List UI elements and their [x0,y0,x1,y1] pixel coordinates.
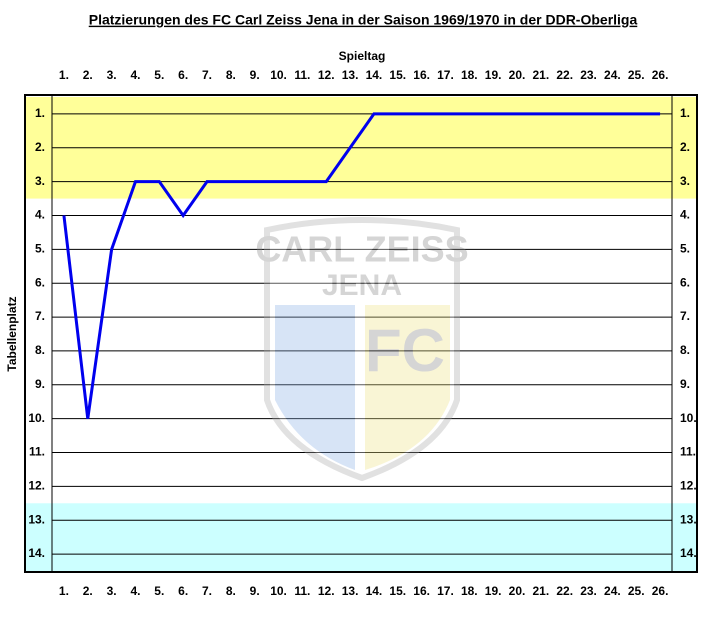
x-tick-label-bottom: 9. [250,584,260,598]
y-tick-label: 11. [29,445,45,459]
x-tick-label-bottom: 24. [604,584,621,598]
x-tick-label: 13. [342,68,359,82]
x-tick-label-bottom: 6. [178,584,188,598]
x-tick-label: 8. [226,68,236,82]
watermark-yellow [365,305,450,470]
y-tick-label: 4. [35,208,45,222]
x-tick-label: 21. [533,68,550,82]
y-tick-label: 3. [35,174,45,188]
x-tick-label-bottom: 1. [59,584,69,598]
x-tick-label: 11. [294,68,310,82]
x-tick-label-bottom: 10. [270,584,287,598]
x-tick-label-bottom: 11. [294,584,310,598]
plot-frame [24,94,698,573]
y-tick-label-right: 4. [680,208,690,222]
x-tick-label-bottom: 25. [628,584,645,598]
watermark-shield [264,217,460,482]
zone [25,503,697,571]
y-tick-label-right: 3. [680,174,690,188]
y-tick-label-right: 13. [680,512,697,526]
y-tick-label-right: 6. [680,275,690,289]
y-tick-label-right: 11. [680,445,696,459]
watermark-text: CARL ZEISS [255,229,468,270]
x-tick-label-bottom: 15. [389,584,406,598]
x-tick-label: 26. [652,68,669,82]
x-tick-label-bottom: 14. [366,584,383,598]
x-tick-label-bottom: 7. [202,584,212,598]
series-line [62,112,661,419]
y-tick-label: 9. [35,377,45,391]
x-tick-label: 15. [389,68,406,82]
x-tick-label-bottom: 20. [509,584,526,598]
x-tick-label-bottom: 17. [437,584,454,598]
x-tick-label-bottom: 5. [154,584,164,598]
y-tick-label: 14. [28,546,45,560]
x-tick-label-bottom: 18. [461,584,478,598]
chart-title: Platzierungen des FC Carl Zeiss Jena in … [89,12,638,28]
x-tick-label: 25. [628,68,645,82]
y-tick-label-right: 14. [680,546,697,560]
x-tick-label-bottom: 12. [318,584,335,598]
x-tick-label: 18. [461,68,478,82]
x-tick-label-bottom: 13. [342,584,359,598]
x-tick-label: 10. [270,68,287,82]
y-tick-label: 7. [35,309,45,323]
y-tick-label: 13. [28,512,45,526]
x-tick-label: 7. [202,68,212,82]
y-tick-label: 5. [35,242,45,256]
x-tick-label-bottom: 22. [556,584,573,598]
x-tick-label: 24. [604,68,621,82]
x-tick-label-bottom: 23. [580,584,597,598]
x-tick-label-bottom: 3. [107,584,117,598]
x-tick-label-bottom: 8. [226,584,236,598]
y-tick-label: 10. [28,411,45,425]
y-tick-label: 8. [35,343,45,357]
x-tick-label-bottom: 19. [485,584,502,598]
x-tick-label-bottom: 26. [652,584,669,598]
y-tick-label: 12. [28,479,45,493]
y-tick-label: 6. [35,275,45,289]
x-tick-label: 16. [413,68,430,82]
x-tick-label: 22. [556,68,573,82]
x-tick-label: 17. [437,68,454,82]
y-tick-label: 1. [35,106,45,120]
x-tick-label: 6. [178,68,188,82]
watermark-stripes [275,305,355,470]
x-tick-label: 3. [107,68,117,82]
x-tick-label: 1. [59,68,69,82]
x-tick-label: 9. [250,68,260,82]
y-tick-label-right: 8. [680,343,690,357]
watermark-text: JENA [322,269,402,302]
y-tick-label-right: 10. [680,411,697,425]
x-tick-label-bottom: 16. [413,584,430,598]
x-tick-label-bottom: 2. [83,584,93,598]
x-axis-title: Spieltag [339,49,386,63]
y-tick-label-right: 9. [680,377,690,391]
x-tick-label: 14. [366,68,383,82]
x-tick-label: 20. [509,68,526,82]
x-tick-label: 19. [485,68,502,82]
y-tick-label-right: 5. [680,242,690,256]
y-tick-label-right: 1. [680,106,690,120]
y-axis-title: Tabellenplatz [5,296,19,371]
x-tick-label: 23. [580,68,597,82]
x-tick-label: 12. [318,68,335,82]
y-tick-label: 2. [35,140,45,154]
y-tick-label-right: 2. [680,140,690,154]
x-tick-label: 4. [130,68,140,82]
x-tick-label: 5. [154,68,164,82]
y-tick-label-right: 12. [680,479,697,493]
x-tick-label-bottom: 21. [533,584,550,598]
x-tick-label-bottom: 4. [130,584,140,598]
y-tick-label-right: 7. [680,309,690,323]
watermark-text: FC [365,317,445,384]
x-tick-label: 2. [83,68,93,82]
